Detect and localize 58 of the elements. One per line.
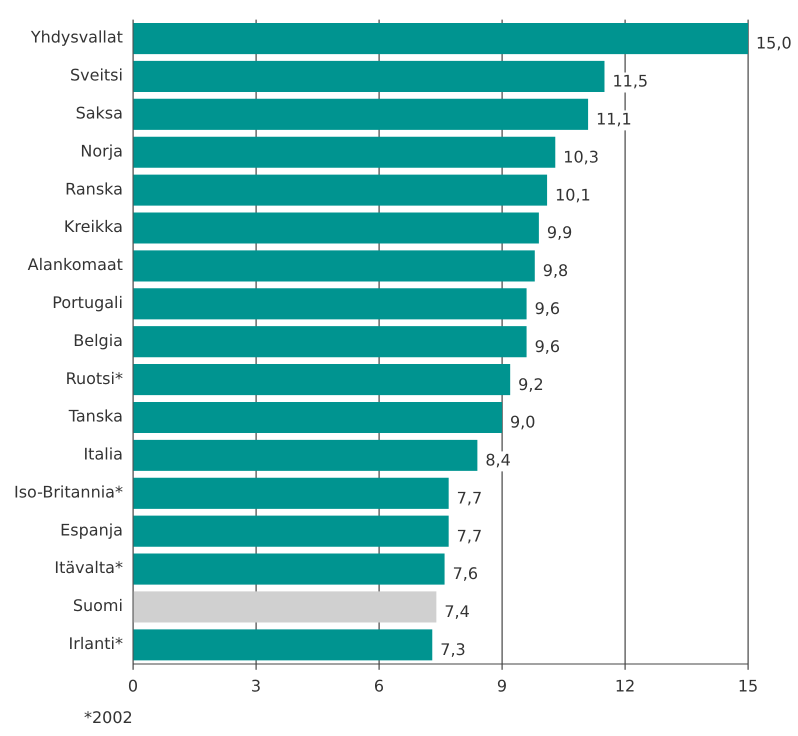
x-tick-label: 6	[374, 676, 384, 696]
y-tick-label: Norja	[80, 141, 123, 160]
bar	[134, 98, 588, 130]
y-tick-label: Saksa	[76, 103, 123, 122]
y-tick-label: Tanska	[68, 406, 123, 426]
bar	[134, 60, 604, 92]
bar	[134, 629, 432, 660]
data-label: 9,2	[518, 374, 544, 394]
y-tick-label: Suomi	[72, 596, 123, 616]
bar	[134, 212, 539, 244]
data-label: 9,6	[534, 336, 560, 356]
y-tick-label: Ruotsi*	[66, 368, 123, 388]
y-tick-label: Alankomaat	[28, 255, 123, 274]
y-tick-label: Iso-Britannia*	[14, 482, 123, 502]
y-tick-label: Kreikka	[64, 217, 123, 236]
y-tick-label: Portugali	[52, 292, 123, 312]
data-label: 9,9	[546, 223, 572, 242]
bar	[134, 591, 436, 622]
y-tick-label: Ranska	[65, 179, 123, 198]
bar	[134, 288, 527, 320]
data-label: 9,6	[534, 298, 560, 318]
x-tick-label: 12	[614, 676, 636, 696]
data-label: 7,6	[452, 564, 478, 584]
x-tick-label: 3	[250, 676, 262, 696]
data-label: 11,5	[612, 72, 648, 91]
x-tick-label: 15	[738, 676, 758, 696]
bar	[134, 174, 548, 206]
y-tick-label: Sveitsi	[70, 66, 123, 85]
bar	[134, 554, 445, 585]
bar	[134, 136, 556, 168]
data-label: 7,3	[440, 640, 466, 660]
data-label: 10,3	[563, 147, 599, 166]
data-label: 8,4	[485, 450, 511, 470]
bar	[134, 440, 478, 471]
y-tick-label: Itävalta*	[54, 558, 123, 578]
bar	[134, 250, 535, 282]
y-tick-label: Irlanti*	[68, 634, 123, 654]
bar	[134, 402, 502, 434]
text: *2002	[84, 708, 133, 727]
data-label: 7,4	[444, 602, 470, 622]
y-tick-label: Yhdysvallat	[30, 28, 123, 47]
x-tick-label: 0	[128, 676, 138, 696]
bar	[134, 326, 527, 358]
x-tick-label: 9	[496, 676, 508, 696]
bar	[134, 478, 449, 509]
data-label: 11,1	[596, 109, 632, 128]
bar	[134, 23, 748, 54]
data-label: 15,0	[756, 34, 792, 53]
data-label: 7,7	[456, 526, 482, 546]
bar	[134, 364, 510, 396]
y-tick-label: Italia	[83, 444, 123, 464]
data-label: 10,1	[555, 185, 591, 204]
y-tick-label: Espanja	[60, 520, 123, 540]
data-label: 9,8	[542, 261, 568, 280]
data-label: 7,7	[456, 488, 482, 508]
y-tick-label: Belgia	[73, 330, 123, 350]
bar	[134, 516, 449, 547]
data-label: 9,0	[510, 412, 536, 432]
